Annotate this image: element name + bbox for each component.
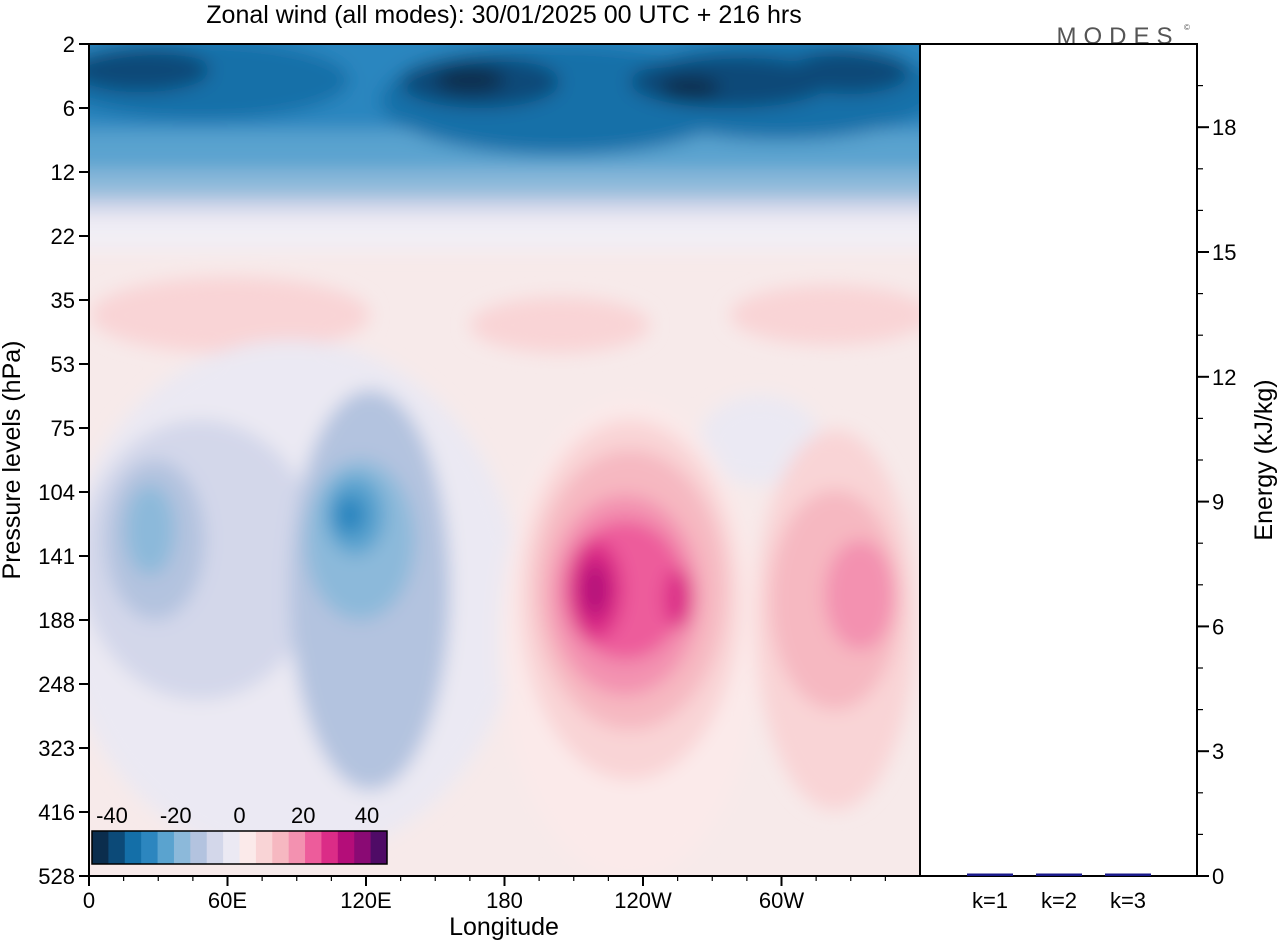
colorbar-swatch [370,831,388,864]
y-tick-label: 12 [51,160,75,185]
colorbar-swatch [272,831,290,864]
patch-strat-a [90,277,370,353]
y-tick-label: 53 [51,352,75,377]
y-tick-label: 22 [51,224,75,249]
patch-strat-c [730,285,920,345]
region-pos-east-3 [825,540,895,650]
colorbar-tick-label: 20 [291,803,315,828]
core-d6d [790,50,910,94]
x-tick-label: 180 [486,888,523,913]
region-neg-5 [125,485,175,575]
energy-tick-label: 15 [1212,240,1236,265]
colorbar-tick-label: -40 [96,803,128,828]
energy-bar [1036,873,1082,876]
energy-tick-label: 6 [1212,614,1224,639]
colorbar-swatch [92,831,109,864]
energy-bar [967,873,1013,876]
energy-tick-label: 9 [1212,490,1224,515]
y-tick-label: 528 [38,864,75,889]
energy-tick-label: 12 [1212,365,1236,390]
energy-axes: 0 3 6 9 12 15 18 [1197,84,1236,889]
core-d6a [89,48,210,92]
energy-frame [919,43,1198,877]
colorbar-tick-label: -20 [160,803,192,828]
energy-bars: k=1 k=2 k=3 [967,873,1151,913]
heatmap-field [89,44,920,876]
y-tick-label: 141 [38,544,75,569]
colorbar-swatch [141,831,159,864]
patch-strat-b [470,297,650,353]
y-tick-label: 188 [38,608,75,633]
heatmap-axes: 0 60E 120E 180 120W 60W 2 6 12 22 35 53 75 104 141 188 2… [38,32,886,913]
colorbar: -40 -20 0 20 40 [91,803,388,865]
colorbar-tick-label: 40 [355,803,379,828]
x-tick-label: 60E [208,888,247,913]
colorbar-swatch [173,831,191,864]
heatmap-panel [89,44,920,876]
colorbar-swatch [206,831,224,864]
colorbar-swatch [337,831,355,864]
y-tick-label: 35 [51,288,75,313]
y-tick-label: 248 [38,672,75,697]
y-tick-label: 75 [51,416,75,441]
colorbar-swatch [108,831,126,864]
y-tick-label: 323 [38,736,75,761]
x-tick-label: 60W [759,888,804,913]
colorbar-swatch [321,831,339,864]
region-neg-8 [700,395,820,485]
energy-tick-label: 3 [1212,739,1224,764]
y-tick-label: 6 [63,96,75,121]
x-tick-label: 120E [340,888,391,913]
colorbar-swatch [288,831,306,864]
x-tick-label: 120W [614,888,672,913]
energy-tick-label: 18 [1212,115,1236,140]
colorbar-frame [91,830,388,865]
x-axis-label: Longitude [449,913,559,941]
colorbar-swatch [190,831,208,864]
energy-bar-label: k=2 [1041,888,1077,913]
y-axis-label: Pressure levels (hPa) [0,341,26,580]
colorbar-swatch [354,831,372,864]
y-tick-label: 2 [63,32,75,57]
colorbar-tick-label: 0 [233,803,245,828]
region-pos-6 [581,562,609,618]
colorbar-swatch [223,831,240,864]
y-tick-label: 104 [38,480,75,505]
core-d7a [435,66,505,94]
energy-bar-panel: k=1 k=2 k=3 0 3 6 9 12 15 18 [919,43,1236,913]
energy-bar-label: k=3 [1110,888,1146,913]
copyright-mark: © [1184,23,1190,32]
chart-title: Zonal wind (all modes): 30/01/2025 00 UT… [206,1,801,29]
colorbar-swatch [255,831,273,864]
colorbar-swatch [124,831,142,864]
energy-bar [1105,873,1151,876]
energy-axis-label: Energy (kJ/kg) [1250,379,1278,540]
region-neg-7 [334,495,366,535]
colorbar-swatch [157,831,175,864]
colorbar-swatch [305,831,322,864]
region-pos-5b [664,568,692,628]
x-tick-label: 0 [83,888,95,913]
y-tick-label: 416 [38,800,75,825]
colorbar-swatch [239,831,257,864]
band-transition [89,215,920,250]
energy-tick-label: 0 [1212,864,1224,889]
core-d7b [660,76,720,100]
energy-bar-label: k=1 [972,888,1008,913]
